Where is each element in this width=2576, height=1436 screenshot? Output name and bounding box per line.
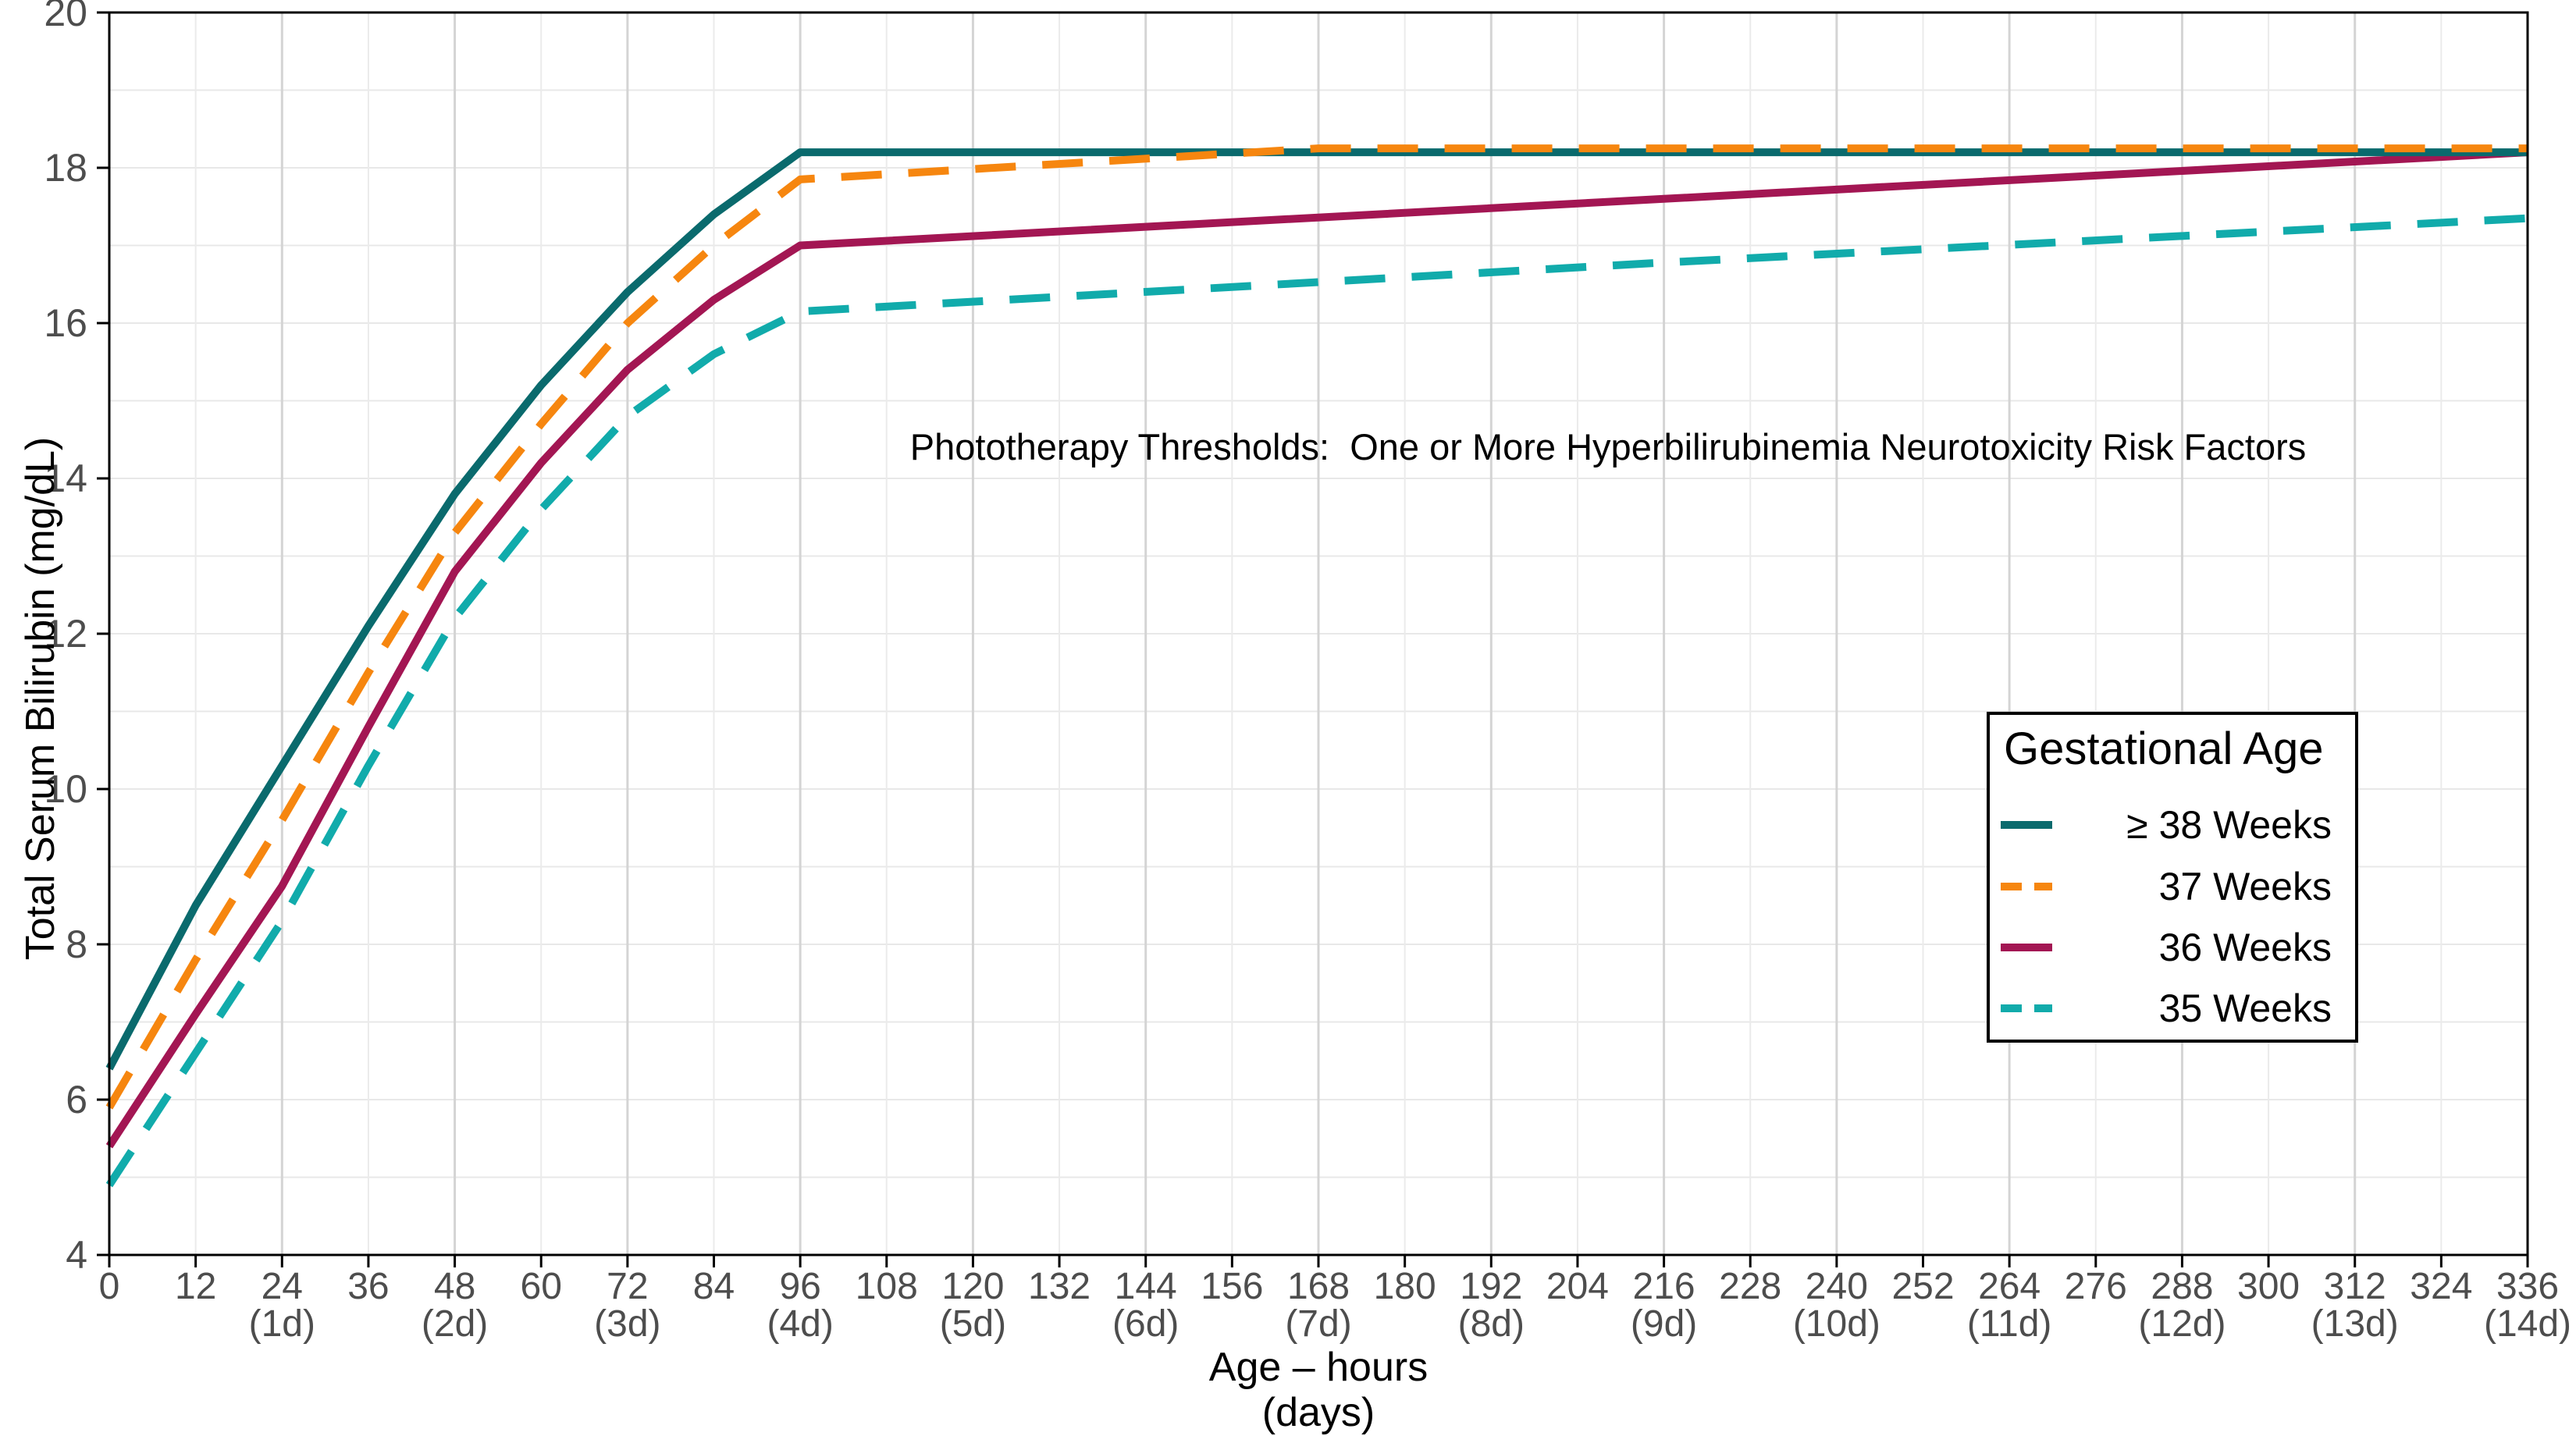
y-tick-label: 16 (44, 301, 87, 345)
series-lines (105, 144, 2528, 1188)
x-day-label: (4d) (767, 1303, 833, 1345)
x-tick-label: 132 (1028, 1266, 1091, 1307)
y-tick-label: 6 (66, 1078, 87, 1121)
x-tick-label: 72 (607, 1266, 648, 1307)
legend-entry-label: 36 Weeks (2158, 926, 2332, 969)
x-tick-label: 168 (1287, 1266, 1350, 1307)
series-line--38-weeks (105, 148, 2528, 1071)
x-axis-title-days: (days) (1261, 1390, 1375, 1435)
x-day-label: (13d) (2311, 1303, 2399, 1345)
vertical-gridlines (194, 12, 2443, 1255)
x-day-label: (8d) (1458, 1303, 1525, 1345)
legend-entry-label: 35 Weeks (2158, 986, 2332, 1030)
x-tick-label: 60 (521, 1266, 562, 1307)
legend-line-swatch (2001, 944, 2052, 951)
legend-line-swatch (2001, 821, 2052, 829)
y-axis: 4 6 8 10 12 14 16 18 20 (44, 0, 109, 1277)
x-tick-label: 252 (1891, 1266, 1954, 1307)
x-tick-label: 288 (2151, 1266, 2213, 1307)
x-tick-label: 24 (262, 1266, 303, 1307)
x-axis: 0 12 24(1d)36 48(2d)60 72(3d)84 96(4d)108 120(… (99, 1255, 2571, 1345)
legend-line-swatch (2001, 1004, 2052, 1012)
legend-title: Gestational Age (2004, 723, 2324, 774)
x-tick-label: 180 (1374, 1266, 1436, 1307)
series-line-35-weeks (105, 214, 2528, 1188)
x-day-label: (10d) (1793, 1303, 1880, 1345)
y-tick-label: 12 (44, 612, 87, 656)
x-day-label: (3d) (594, 1303, 660, 1345)
x-tick-label: 36 (347, 1266, 389, 1307)
legend-entry--38-weeks: ≥ 38 Weeks (1999, 803, 2332, 847)
x-day-label: (11d) (1967, 1303, 2052, 1345)
x-tick-label: 216 (1633, 1266, 1695, 1307)
series-line-37-weeks (105, 144, 2528, 1110)
x-tick-label: 204 (1546, 1266, 1609, 1307)
x-tick-label: 264 (1978, 1266, 2041, 1307)
x-day-label: (9d) (1631, 1303, 1697, 1345)
legend-box: Gestational Age ≥ 38 Weeks 37 Weeks 36 Wee… (1987, 712, 2358, 1043)
x-day-label: (5d) (940, 1303, 1006, 1345)
y-tick-label: 8 (66, 922, 87, 966)
x-tick-label: 228 (1719, 1266, 1781, 1307)
x-day-label: (14d) (2484, 1303, 2571, 1345)
x-tick-label: 108 (856, 1266, 918, 1307)
legend-entry-35-weeks: 35 Weeks (1999, 986, 2332, 1030)
x-tick-label: 240 (1806, 1266, 1868, 1307)
legend-line-swatch (2001, 883, 2052, 890)
y-tick-label: 14 (44, 457, 87, 500)
y-axis-title: Total Serum Bilirubin (mg/dL) (18, 436, 63, 961)
x-tick-label: 276 (2065, 1266, 2127, 1307)
x-tick-label: 48 (434, 1266, 475, 1307)
x-tick-label: 120 (941, 1266, 1004, 1307)
legend-entry-37-weeks: 37 Weeks (1999, 865, 2332, 908)
legend-entry-label: ≥ 38 Weeks (2126, 803, 2332, 847)
y-tick-label: 20 (44, 0, 87, 34)
x-tick-label: 0 (99, 1266, 120, 1307)
x-day-label: (7d) (1285, 1303, 1351, 1345)
x-tick-label: 12 (175, 1266, 216, 1307)
x-tick-label: 300 (2237, 1266, 2300, 1307)
x-day-label: (6d) (1112, 1303, 1179, 1345)
x-tick-label: 156 (1201, 1266, 1263, 1307)
x-tick-label: 144 (1115, 1266, 1177, 1307)
x-day-label: (12d) (2138, 1303, 2226, 1345)
chart-title: Phototherapy Thresholds: One or More Hyp… (909, 426, 2307, 467)
x-tick-label: 84 (693, 1266, 735, 1307)
x-tick-label: 192 (1460, 1266, 1522, 1307)
x-day-label: (2d) (422, 1303, 488, 1345)
x-tick-label: 312 (2324, 1266, 2386, 1307)
x-tick-label: 336 (2496, 1266, 2559, 1307)
x-tick-label: 96 (779, 1266, 820, 1307)
y-tick-label: 18 (44, 146, 87, 190)
y-tick-label: 10 (44, 767, 87, 811)
legend-entry-36-weeks: 36 Weeks (1999, 926, 2332, 969)
y-tick-label: 4 (66, 1233, 87, 1277)
legend-entry-label: 37 Weeks (2158, 865, 2332, 908)
x-day-label: (1d) (249, 1303, 315, 1345)
x-tick-label: 324 (2410, 1266, 2472, 1307)
series-line-36-weeks (105, 148, 2528, 1149)
x-axis-title: Age – hours (1208, 1345, 1429, 1390)
